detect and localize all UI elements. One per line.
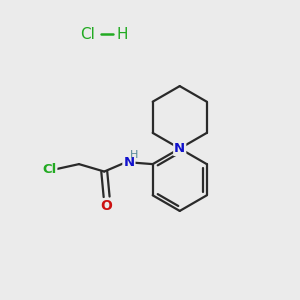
Text: Cl: Cl (80, 27, 95, 42)
Text: H: H (130, 150, 139, 160)
Text: N: N (123, 156, 134, 169)
Text: N: N (174, 142, 185, 155)
Text: O: O (101, 199, 112, 213)
Text: Cl: Cl (42, 163, 56, 176)
Text: H: H (116, 27, 128, 42)
